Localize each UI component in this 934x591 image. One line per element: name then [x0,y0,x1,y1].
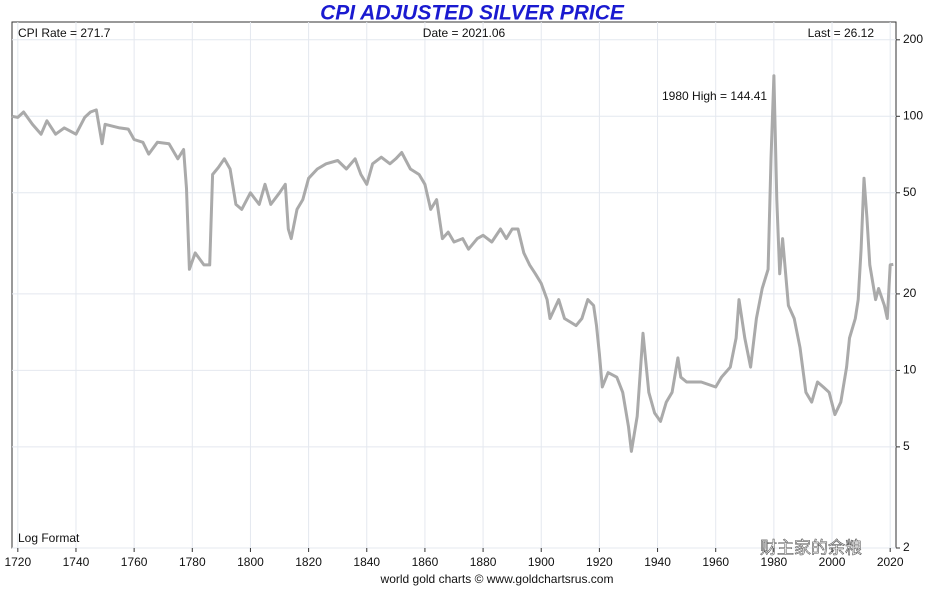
date-label: Date = 2021.06 [423,26,506,40]
y-tick-label: 100 [903,108,923,122]
x-tick-label: 2000 [819,555,846,569]
x-tick-label: 1820 [295,555,322,569]
y-tick-label: 20 [903,286,917,300]
y-tick-label: 5 [903,439,910,453]
cpi-label: CPI Rate = 271.7 [18,26,111,40]
last-label: Last = 26.12 [808,26,875,40]
x-tick-label: 1940 [644,555,671,569]
x-tick-label: 1720 [4,555,31,569]
x-tick-label: 1840 [353,555,380,569]
source: world gold charts © www.goldchartsrus.co… [380,572,614,586]
x-tick-label: 1760 [121,555,148,569]
y-tick-label: 200 [903,32,923,46]
chart-title: CPI ADJUSTED SILVER PRICE [320,2,625,25]
y-tick-label: 50 [903,185,917,199]
x-tick-label: 1880 [470,555,497,569]
high-annotation: 1980 High = 144.41 [662,89,767,103]
x-tick-label: 1780 [179,555,206,569]
x-tick-label: 1860 [412,555,439,569]
x-tick-label: 1980 [761,555,788,569]
x-tick-label: 1920 [586,555,613,569]
x-tick-label: 1800 [237,555,264,569]
watermark: 财主家的余粮 [760,538,862,557]
x-tick-label: 1740 [63,555,90,569]
x-tick-label: 1960 [702,555,729,569]
x-tick-label: 2020 [877,555,904,569]
x-tick-label: 1900 [528,555,555,569]
scale-label: Log Format [18,531,80,545]
price-line [11,74,894,453]
y-tick-label: 2 [903,540,910,554]
y-tick-label: 10 [903,363,917,377]
